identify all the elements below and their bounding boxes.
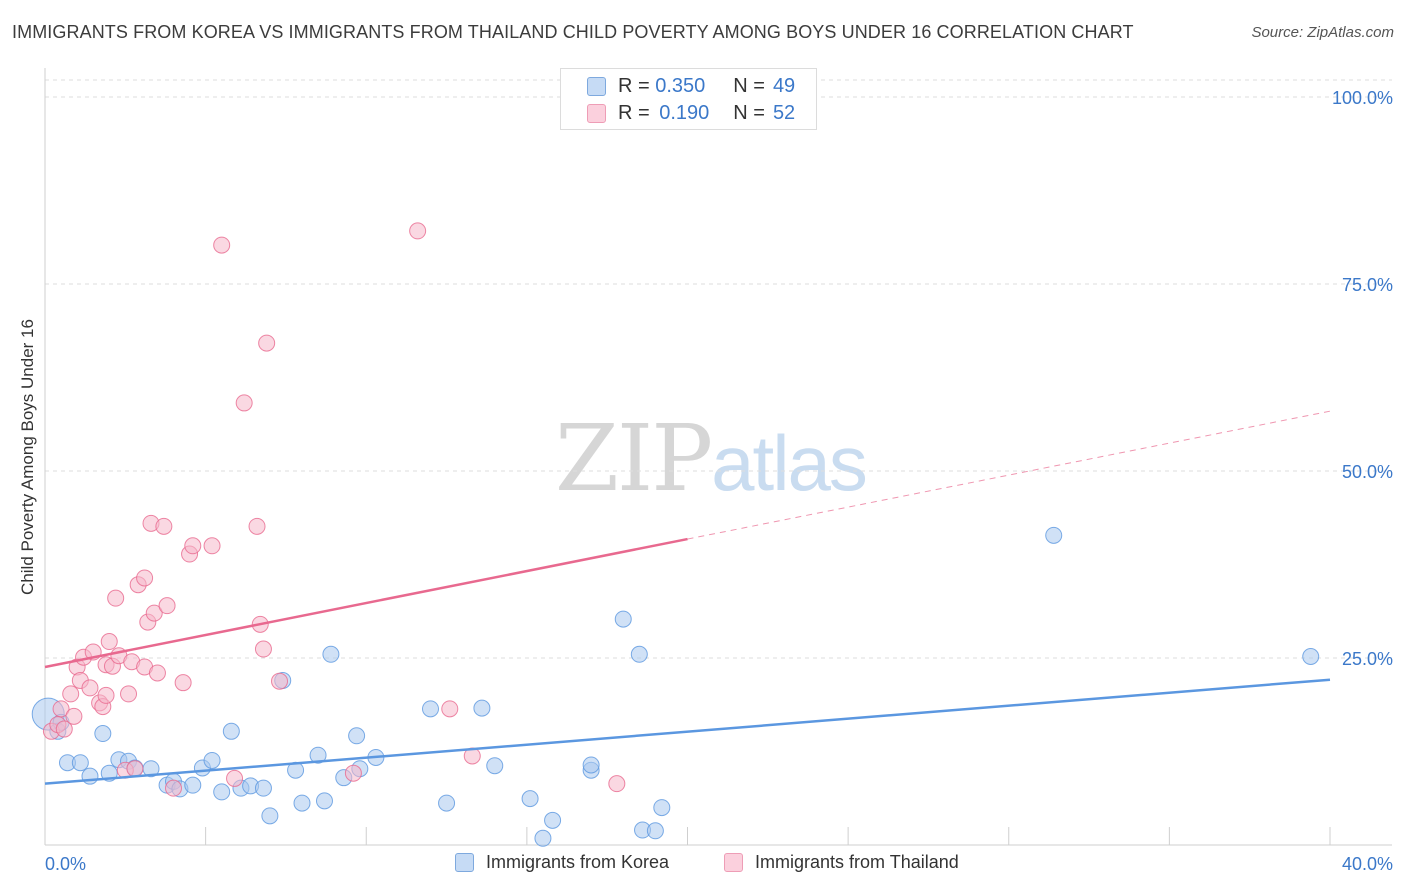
point-korea — [348, 727, 366, 745]
point-korea — [438, 794, 456, 812]
point-korea — [184, 776, 202, 794]
legend-r-value: 0.190 — [659, 101, 710, 124]
point-korea — [544, 811, 562, 829]
point-korea — [293, 794, 311, 812]
point-thailand — [608, 775, 626, 793]
point-korea — [254, 779, 272, 797]
point-thailand — [136, 569, 154, 587]
point-korea — [213, 783, 231, 801]
point-thailand — [203, 537, 221, 555]
trend-line-thailand — [44, 537, 688, 669]
watermark: ZIPatlas — [555, 405, 868, 512]
point-thailand — [107, 589, 125, 607]
point-thailand — [81, 679, 99, 697]
point-korea — [582, 756, 600, 774]
point-thailand — [65, 707, 83, 725]
point-thailand — [441, 700, 459, 718]
point-korea — [261, 807, 279, 825]
point-thailand — [148, 664, 166, 682]
point-korea — [534, 829, 552, 847]
y-tick-label: 50.0% — [1342, 462, 1393, 482]
legend-row-thailand: R = 0.190 N = 52 — [561, 100, 795, 126]
point-thailand — [248, 517, 266, 535]
point-thailand — [254, 640, 272, 658]
x-tick-label-max: 40.0% — [1342, 854, 1393, 874]
bottom-legend-label-thailand: Immigrants from Thailand — [755, 852, 959, 872]
point-korea — [614, 610, 632, 628]
point-korea — [422, 700, 439, 718]
point-korea — [71, 754, 89, 772]
point-korea — [1302, 648, 1320, 666]
point-korea — [222, 722, 240, 740]
watermark-atlas: atlas — [711, 419, 868, 507]
point-thailand — [271, 672, 289, 690]
point-korea — [486, 757, 504, 775]
point-korea — [1045, 526, 1063, 544]
stats-legend: R = 0.350 N = 49 R = 0.190 N = 52 — [560, 68, 817, 130]
legend-r-label: R = — [618, 74, 650, 97]
watermark-zip: ZIP — [555, 405, 713, 512]
source-label: Source: ZipAtlas.com — [1251, 24, 1394, 41]
point-korea — [94, 725, 112, 743]
trend-line-extension-thailand — [687, 410, 1331, 540]
point-thailand — [62, 685, 80, 703]
bottom-legend-swatch-thailand — [724, 853, 743, 872]
legend-n-value: 52 — [772, 101, 796, 124]
y-axis-label: Child Poverty Among Boys Under 16 — [18, 319, 37, 595]
point-thailand — [120, 685, 138, 703]
legend-swatch-korea — [587, 76, 606, 96]
point-thailand — [165, 779, 182, 797]
bottom-legend-thailand: Immigrants from Thailand — [724, 852, 959, 873]
point-korea — [203, 751, 221, 769]
point-thailand — [235, 394, 253, 412]
y-tick-label: 75.0% — [1342, 275, 1393, 295]
point-thailand — [258, 334, 276, 352]
bottom-legend-korea: Immigrants from Korea — [455, 852, 669, 873]
point-korea — [630, 645, 648, 663]
point-thailand — [55, 720, 73, 738]
point-korea — [653, 799, 671, 817]
legend-row-korea: R = 0.350 N = 49 — [561, 73, 795, 99]
point-korea — [322, 645, 340, 663]
point-thailand — [155, 517, 173, 535]
point-thailand — [126, 760, 144, 778]
point-thailand — [174, 674, 192, 692]
legend-n-value: 49 — [772, 74, 796, 97]
point-thailand — [226, 769, 244, 787]
x-tick-label-min: 0.0% — [45, 854, 86, 874]
trend-line-korea — [44, 678, 1331, 785]
point-korea — [521, 790, 539, 808]
legend-swatch-thailand — [587, 103, 606, 123]
point-thailand — [145, 604, 163, 622]
y-tick-label: 25.0% — [1342, 649, 1393, 669]
y-tick-label: 100.0% — [1332, 88, 1393, 108]
point-korea — [315, 792, 333, 810]
point-korea — [646, 822, 664, 840]
legend-n-label: N = — [733, 74, 765, 97]
legend-r-value: 0.350 — [655, 74, 706, 97]
point-thailand — [344, 764, 362, 782]
point-thailand — [97, 686, 115, 704]
point-korea — [81, 767, 99, 785]
point-korea — [309, 746, 327, 764]
point-thailand — [158, 597, 176, 615]
legend-n-label: N = — [733, 101, 765, 124]
bottom-legend-swatch-korea — [455, 853, 474, 872]
point-thailand — [409, 222, 427, 240]
point-thailand — [213, 236, 231, 254]
point-thailand — [184, 537, 202, 555]
chart-title: IMMIGRANTS FROM KOREA VS IMMIGRANTS FROM… — [12, 22, 1134, 42]
point-thailand — [52, 700, 70, 718]
legend-r-label: R = — [618, 101, 650, 124]
point-korea — [473, 699, 491, 717]
bottom-legend-label-korea: Immigrants from Korea — [486, 852, 670, 872]
point-thailand — [100, 633, 118, 651]
